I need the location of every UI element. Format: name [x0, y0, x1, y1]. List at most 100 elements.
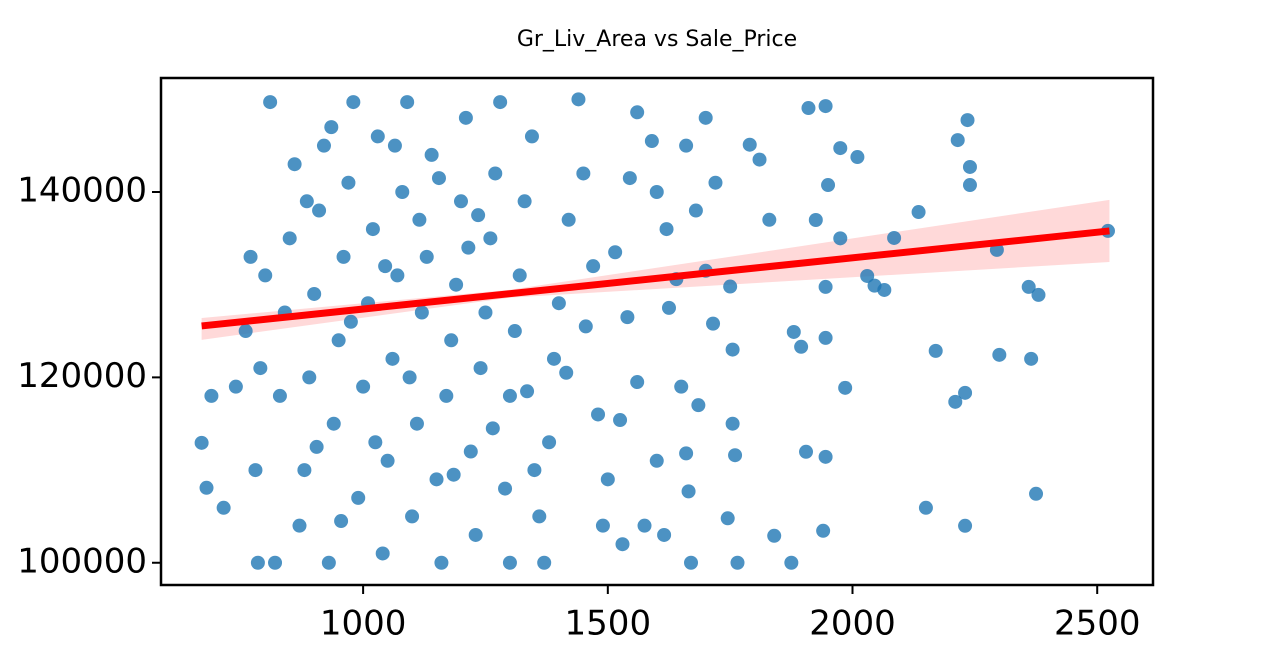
scatter-point — [786, 324, 801, 339]
scatter-point — [524, 129, 539, 144]
scatter-point — [928, 343, 943, 358]
scatter-point — [356, 379, 371, 394]
scatter-point — [307, 286, 322, 301]
axes-frame — [159, 76, 1155, 587]
scatter-point — [488, 166, 503, 181]
scatter-point — [679, 446, 694, 461]
scatter-point — [343, 314, 358, 329]
scatter-point — [962, 178, 977, 193]
scatter-point — [620, 310, 635, 325]
scatter-point — [375, 546, 390, 561]
scatter-point — [818, 99, 833, 114]
scatter-point — [595, 518, 610, 533]
scatter-point — [444, 333, 459, 348]
scatter-point — [238, 324, 253, 339]
scatter-point — [630, 105, 645, 120]
scatter-point — [302, 370, 317, 385]
scatter-point — [542, 435, 557, 450]
scatter-point — [688, 203, 703, 218]
scatter-point — [334, 514, 349, 529]
scatter-point — [887, 230, 902, 245]
scatter-point — [502, 555, 517, 570]
scatter-point — [204, 388, 219, 403]
y-tick-label: 120000 — [17, 356, 147, 396]
scatter-point — [661, 300, 676, 315]
scatter-point — [578, 319, 593, 334]
scatter-point — [532, 509, 547, 524]
scatter-point — [400, 95, 415, 110]
scatter-point — [405, 509, 420, 524]
scatter-point — [808, 212, 823, 227]
scatter-point — [586, 259, 601, 274]
scatter-point — [312, 203, 327, 218]
scatter-point — [691, 398, 706, 413]
scatter-point — [395, 185, 410, 200]
scatter-point — [679, 138, 694, 153]
scatter-point — [546, 351, 561, 366]
scatter-point — [483, 231, 498, 246]
scatter-point — [1021, 279, 1036, 294]
scatter-point — [385, 351, 400, 366]
scatter-point — [801, 101, 816, 116]
scatter-point — [767, 528, 782, 543]
scatter-point — [453, 194, 468, 209]
scatter-point — [268, 555, 283, 570]
scatter-point — [370, 129, 385, 144]
scatter-point — [591, 407, 606, 422]
scatter-point — [248, 463, 263, 478]
scatter-point — [613, 413, 628, 428]
scatter-point — [409, 416, 424, 431]
scatter-point — [309, 439, 324, 454]
scatter-point — [439, 388, 454, 403]
scatter-point — [962, 159, 977, 174]
scatter-point — [838, 380, 853, 395]
scatter-point — [698, 110, 713, 125]
scatter-point — [992, 347, 1007, 362]
scatter-point — [502, 388, 517, 403]
scatter-point — [378, 259, 393, 274]
scatter-point — [194, 435, 209, 450]
chart-title: Gr_Liv_Area vs Sale_Price — [517, 27, 797, 52]
scatter-point — [649, 185, 664, 200]
scatter-point — [485, 421, 500, 436]
scatter-point — [600, 472, 615, 487]
scatter-point — [316, 138, 331, 153]
scatter-point — [622, 171, 637, 186]
scatter-point — [571, 92, 586, 107]
scatter-point — [708, 175, 723, 190]
scatter-point — [816, 523, 831, 538]
scatter-point — [720, 511, 735, 526]
scatter-point — [742, 137, 757, 152]
scatter-point — [657, 527, 672, 542]
scatter-point — [850, 150, 865, 165]
scatter-point — [272, 388, 287, 403]
scatter-point — [346, 95, 361, 110]
scatter-point — [412, 212, 427, 227]
scatter-point — [818, 279, 833, 294]
scatter-point — [950, 133, 965, 148]
scatter-point — [730, 555, 745, 570]
x-tick-label: 1000 — [320, 604, 407, 644]
scatter-point — [725, 416, 740, 431]
scatter-point — [243, 249, 258, 264]
y-tick-label: 100000 — [17, 541, 147, 581]
scatter-point — [493, 95, 508, 110]
scatter-point — [282, 231, 297, 246]
scatter-point — [608, 245, 623, 260]
scatter-point — [297, 463, 312, 478]
scatter-point — [794, 339, 809, 354]
scatter-point — [537, 555, 552, 570]
scatter-point — [402, 370, 417, 385]
y-tick-label: 140000 — [17, 171, 147, 211]
scatter-point — [471, 208, 486, 223]
scatter-point — [958, 385, 973, 400]
scatter-point — [463, 444, 478, 459]
scatter-point — [821, 178, 836, 193]
scatter-point — [380, 453, 395, 468]
scatter-point — [918, 500, 933, 515]
scatter-point — [507, 324, 522, 339]
scatter-point — [324, 120, 339, 135]
scatter-point — [351, 490, 366, 505]
scatter-point — [228, 379, 243, 394]
